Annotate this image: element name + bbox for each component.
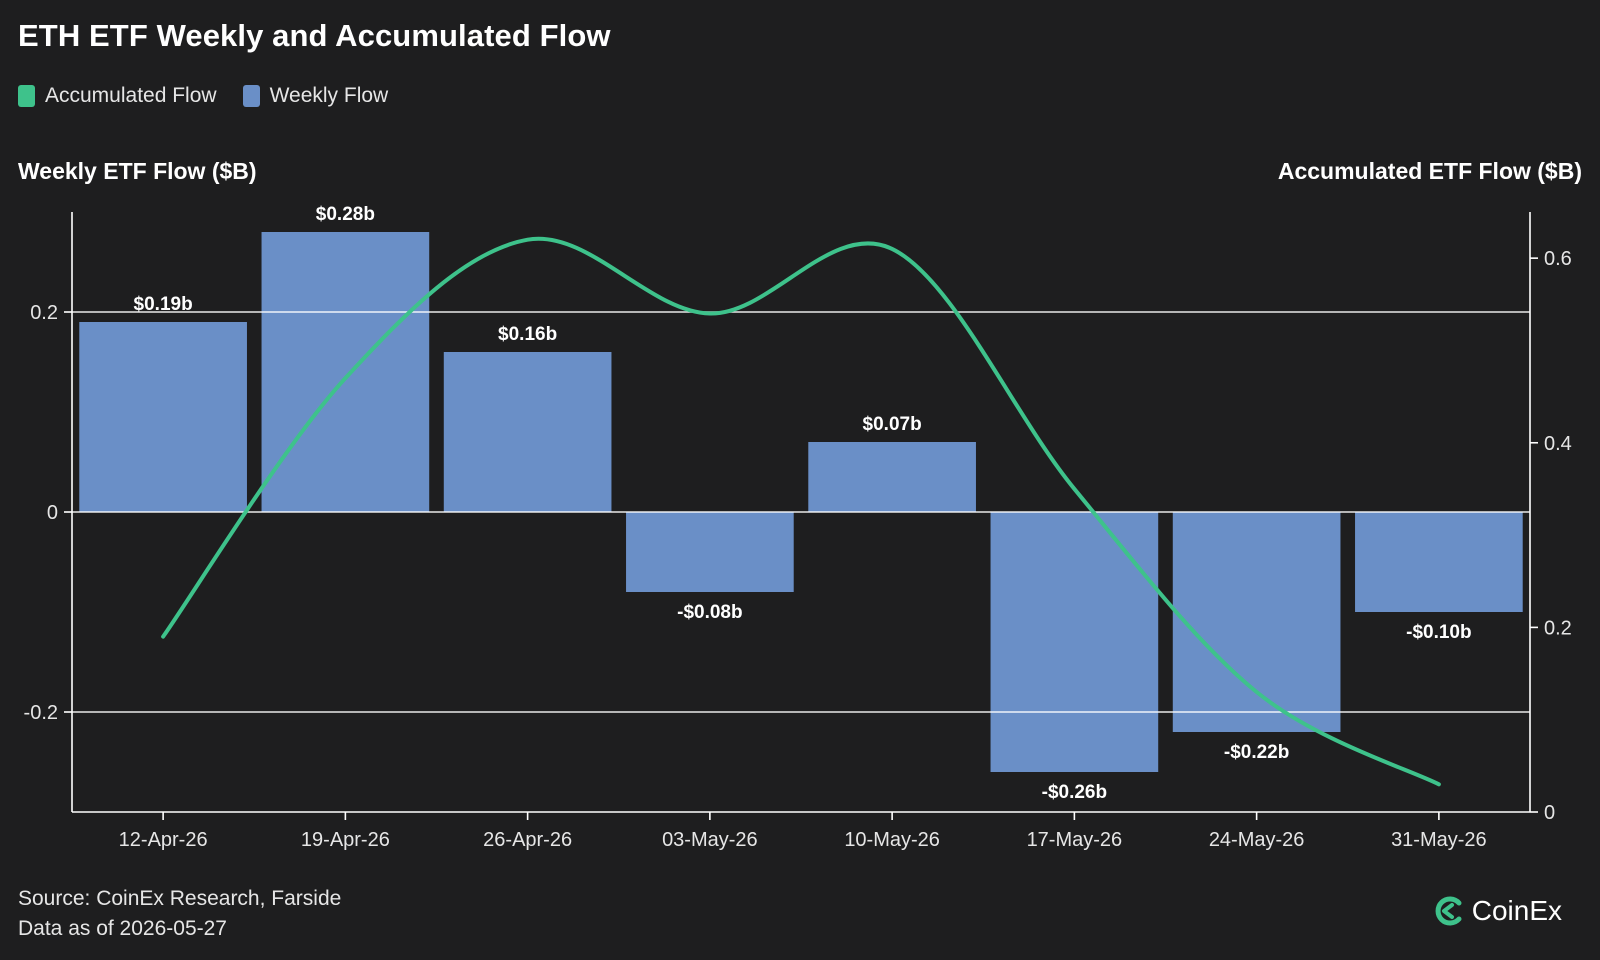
bar-data-label: $0.16b: [498, 324, 557, 345]
brand-name: CoinEx: [1471, 895, 1562, 926]
right-axis-title: Accumulated ETF Flow ($B): [1277, 158, 1582, 184]
right-tick-label: 0: [1544, 802, 1555, 824]
legend-item-weekly[interactable]: Weekly Flow: [242, 84, 389, 108]
left-tick-label: -0.2: [24, 702, 58, 724]
right-tick-label: 0.4: [1544, 433, 1572, 455]
bar-data-label: $0.19b: [134, 294, 193, 315]
x-tick-label: 12-Apr-26: [119, 829, 208, 851]
legend-label-accumulated: Accumulated Flow: [45, 84, 217, 107]
bar-data-label: -$0.08b: [677, 602, 742, 623]
line-accumulated-flow: [161, 236, 1441, 787]
footer: Source: CoinEx Research, Farside Data as…: [18, 884, 341, 944]
bar-weekly-flow: [79, 322, 247, 512]
bar-data-label: -$0.10b: [1406, 622, 1471, 643]
left-tick-label: 0: [47, 502, 58, 524]
legend-item-accumulated[interactable]: Accumulated Flow: [18, 84, 217, 108]
bar-weekly-flow: [1355, 512, 1523, 612]
source-note: Source: CoinEx Research, Farside: [18, 887, 342, 910]
left-axis-title: Weekly ETF Flow ($B): [18, 158, 257, 184]
data-date-note: Data as of 2026-05-27: [18, 917, 227, 940]
bar-weekly-flow: [1172, 512, 1341, 732]
brand-logo: CoinEx: [1432, 894, 1562, 928]
x-tick-label: 31-May-26: [1391, 829, 1487, 851]
coinex-logo-icon: [1435, 896, 1462, 926]
x-tick-label: 26-Apr-26: [483, 829, 572, 851]
x-tick-label: 24-May-26: [1209, 829, 1305, 851]
right-tick-label: 0.6: [1544, 248, 1572, 270]
bar-data-label: $0.28b: [316, 204, 375, 225]
legend-swatch-accumulated: [18, 85, 35, 107]
bar-weekly-flow: [808, 442, 976, 512]
legend-label-weekly: Weekly Flow: [269, 84, 389, 107]
bar-weekly-flow: [443, 352, 612, 512]
left-tick-label: 0.2: [30, 302, 58, 324]
bar-weekly-flow: [626, 512, 794, 592]
bar-data-label: -$0.22b: [1224, 742, 1289, 763]
bar-data-label: -$0.26b: [1042, 782, 1107, 803]
legend: Accumulated Flow Weekly Flow: [18, 84, 388, 108]
bar-weekly-flow: [990, 512, 1159, 772]
bar-weekly-flow: [261, 232, 430, 512]
bar-data-label: $0.07b: [863, 414, 922, 435]
x-tick-label: 17-May-26: [1027, 829, 1123, 851]
legend-swatch-weekly: [242, 85, 260, 107]
x-tick-label: 03-May-26: [662, 829, 758, 851]
right-tick-label: 0.2: [1544, 617, 1572, 639]
x-tick-label: 19-Apr-26: [301, 829, 390, 851]
x-tick-label: 10-May-26: [844, 829, 940, 851]
chart-title: ETH ETF Weekly and Accumulated Flow: [18, 18, 611, 53]
